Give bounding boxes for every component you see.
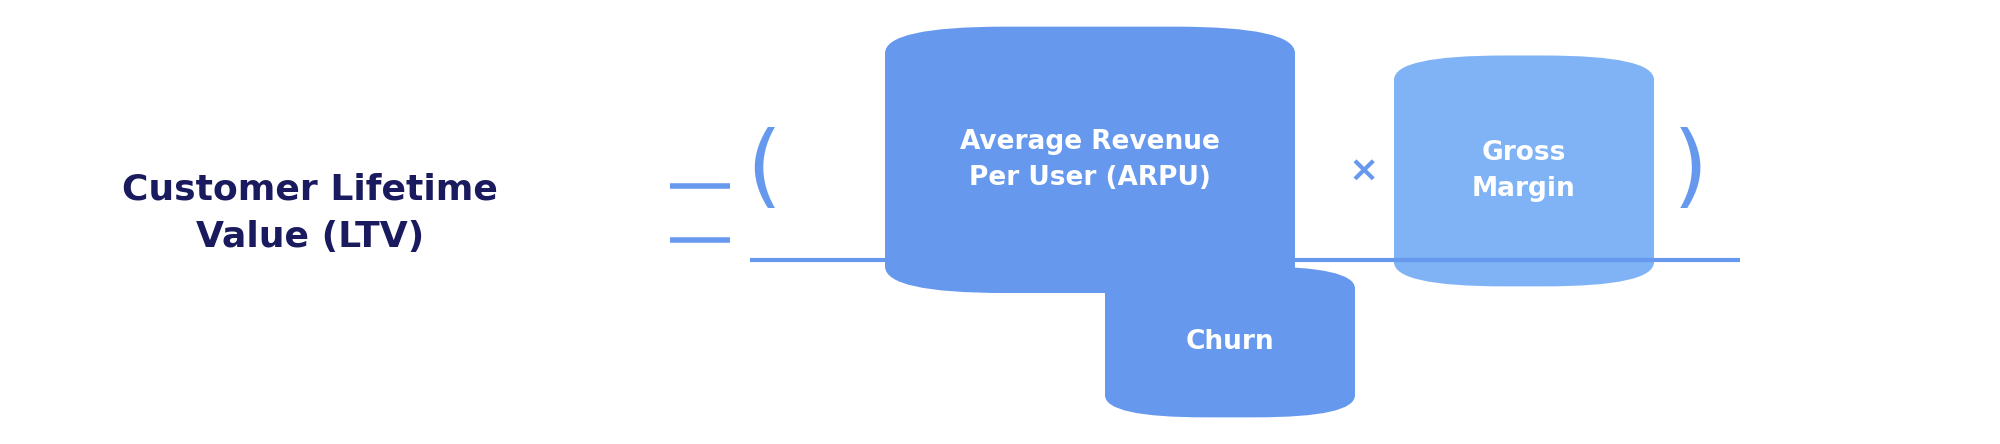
- Text: Churn: Churn: [1186, 329, 1274, 355]
- Text: Average Revenue
Per User (ARPU): Average Revenue Per User (ARPU): [960, 129, 1220, 191]
- Text: ×: ×: [1348, 154, 1380, 188]
- Text: Gross
Margin: Gross Margin: [1472, 140, 1576, 202]
- FancyBboxPatch shape: [1394, 56, 1654, 286]
- FancyBboxPatch shape: [886, 27, 1296, 293]
- FancyBboxPatch shape: [1104, 266, 1356, 417]
- Text: Customer Lifetime
Value (LTV): Customer Lifetime Value (LTV): [122, 172, 498, 254]
- Text: ): ): [1672, 127, 1708, 215]
- Text: (: (: [746, 127, 782, 215]
